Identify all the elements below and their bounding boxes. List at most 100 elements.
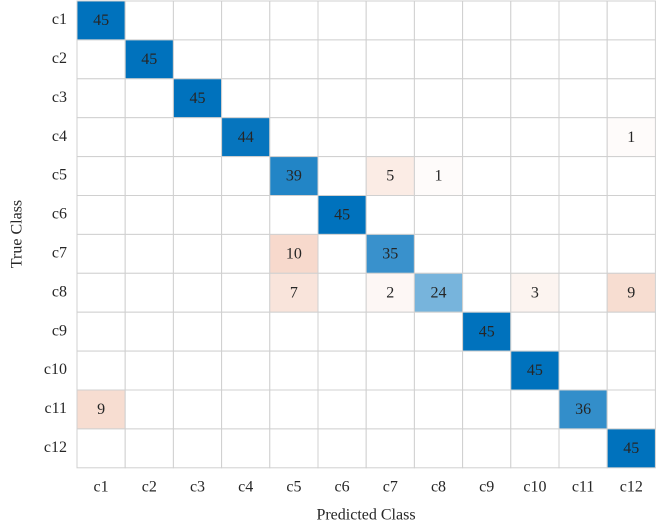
cell [269,272,319,313]
cell [221,78,271,119]
cell-label: 45 [141,51,157,68]
cell [365,39,415,80]
cell [124,389,174,430]
y-tick-label: c11 [44,400,67,417]
cell [124,0,174,41]
cell [413,117,464,158]
cell-label: 2 [386,284,394,301]
cell-label: 1 [627,129,635,146]
cell [413,233,464,274]
y-tick-label: c5 [52,167,67,184]
cell [269,156,319,197]
cell [76,117,126,158]
cell [510,311,560,352]
cell [317,428,367,469]
cell [462,156,512,197]
cell-label: 45 [623,440,639,457]
cell [269,428,319,469]
cell [558,428,608,469]
cell [317,389,367,430]
cell [365,428,415,469]
y-tick-label: c1 [52,11,67,28]
cell [558,350,608,391]
cell [124,156,174,197]
cell [462,117,512,158]
cell [221,233,271,274]
cell [413,39,464,80]
cell [606,272,656,313]
cell [510,117,560,158]
cell [606,78,656,119]
cell [462,39,512,80]
cell [558,117,608,158]
cell [558,78,608,119]
cell [606,428,656,469]
cell [558,39,608,80]
y-tick-label: c6 [52,206,67,223]
cell [269,78,319,119]
cell [172,0,223,41]
cell [76,195,126,235]
cell [269,0,319,41]
cell [269,311,319,352]
cell [462,272,512,313]
cell [172,117,223,158]
cell [365,350,415,391]
cell [221,156,271,197]
cell [606,311,656,352]
cell [269,117,319,158]
cell [606,195,656,235]
cell [124,233,174,274]
cell-label: 5 [386,168,394,185]
cell [269,389,319,430]
x-tick-label: c7 [383,479,398,496]
x-tick-label: c12 [620,479,643,496]
cell [172,428,223,469]
cell [365,311,415,352]
cell-label: 9 [97,401,105,418]
cell [124,117,174,158]
cell [510,0,560,41]
cell-label: 45 [479,323,495,340]
cell-label: 44 [238,129,254,146]
cell [413,350,464,391]
cell [413,428,464,469]
y-tick-label: c4 [52,128,67,145]
cell [365,117,415,158]
cell [317,272,367,313]
cell-label: 10 [286,246,302,263]
cell [269,195,319,235]
cell-label: 7 [290,284,298,301]
cell [124,311,174,352]
x-tick-label: c3 [190,479,205,496]
cell [317,311,367,352]
cell [413,389,464,430]
x-tick-label: c11 [572,479,595,496]
cell [510,39,560,80]
cell [365,195,415,235]
cell [76,0,126,41]
cell [317,39,367,80]
cell [269,233,319,274]
cell [413,311,464,352]
cell [558,156,608,197]
cell [76,272,126,313]
cell-label: 9 [627,284,635,301]
cell-label: 3 [531,284,539,301]
cell [172,272,223,313]
cell [124,350,174,391]
cell [124,39,174,80]
cell [462,233,512,274]
cell-label: 24 [431,284,447,301]
cell [462,428,512,469]
cell [76,350,126,391]
cell [558,195,608,235]
x-tick-label: c9 [479,479,494,496]
cell [558,389,608,430]
cell [221,0,271,41]
cell-label: 39 [286,168,302,185]
cell [462,389,512,430]
cell [221,195,271,235]
cell [317,233,367,274]
